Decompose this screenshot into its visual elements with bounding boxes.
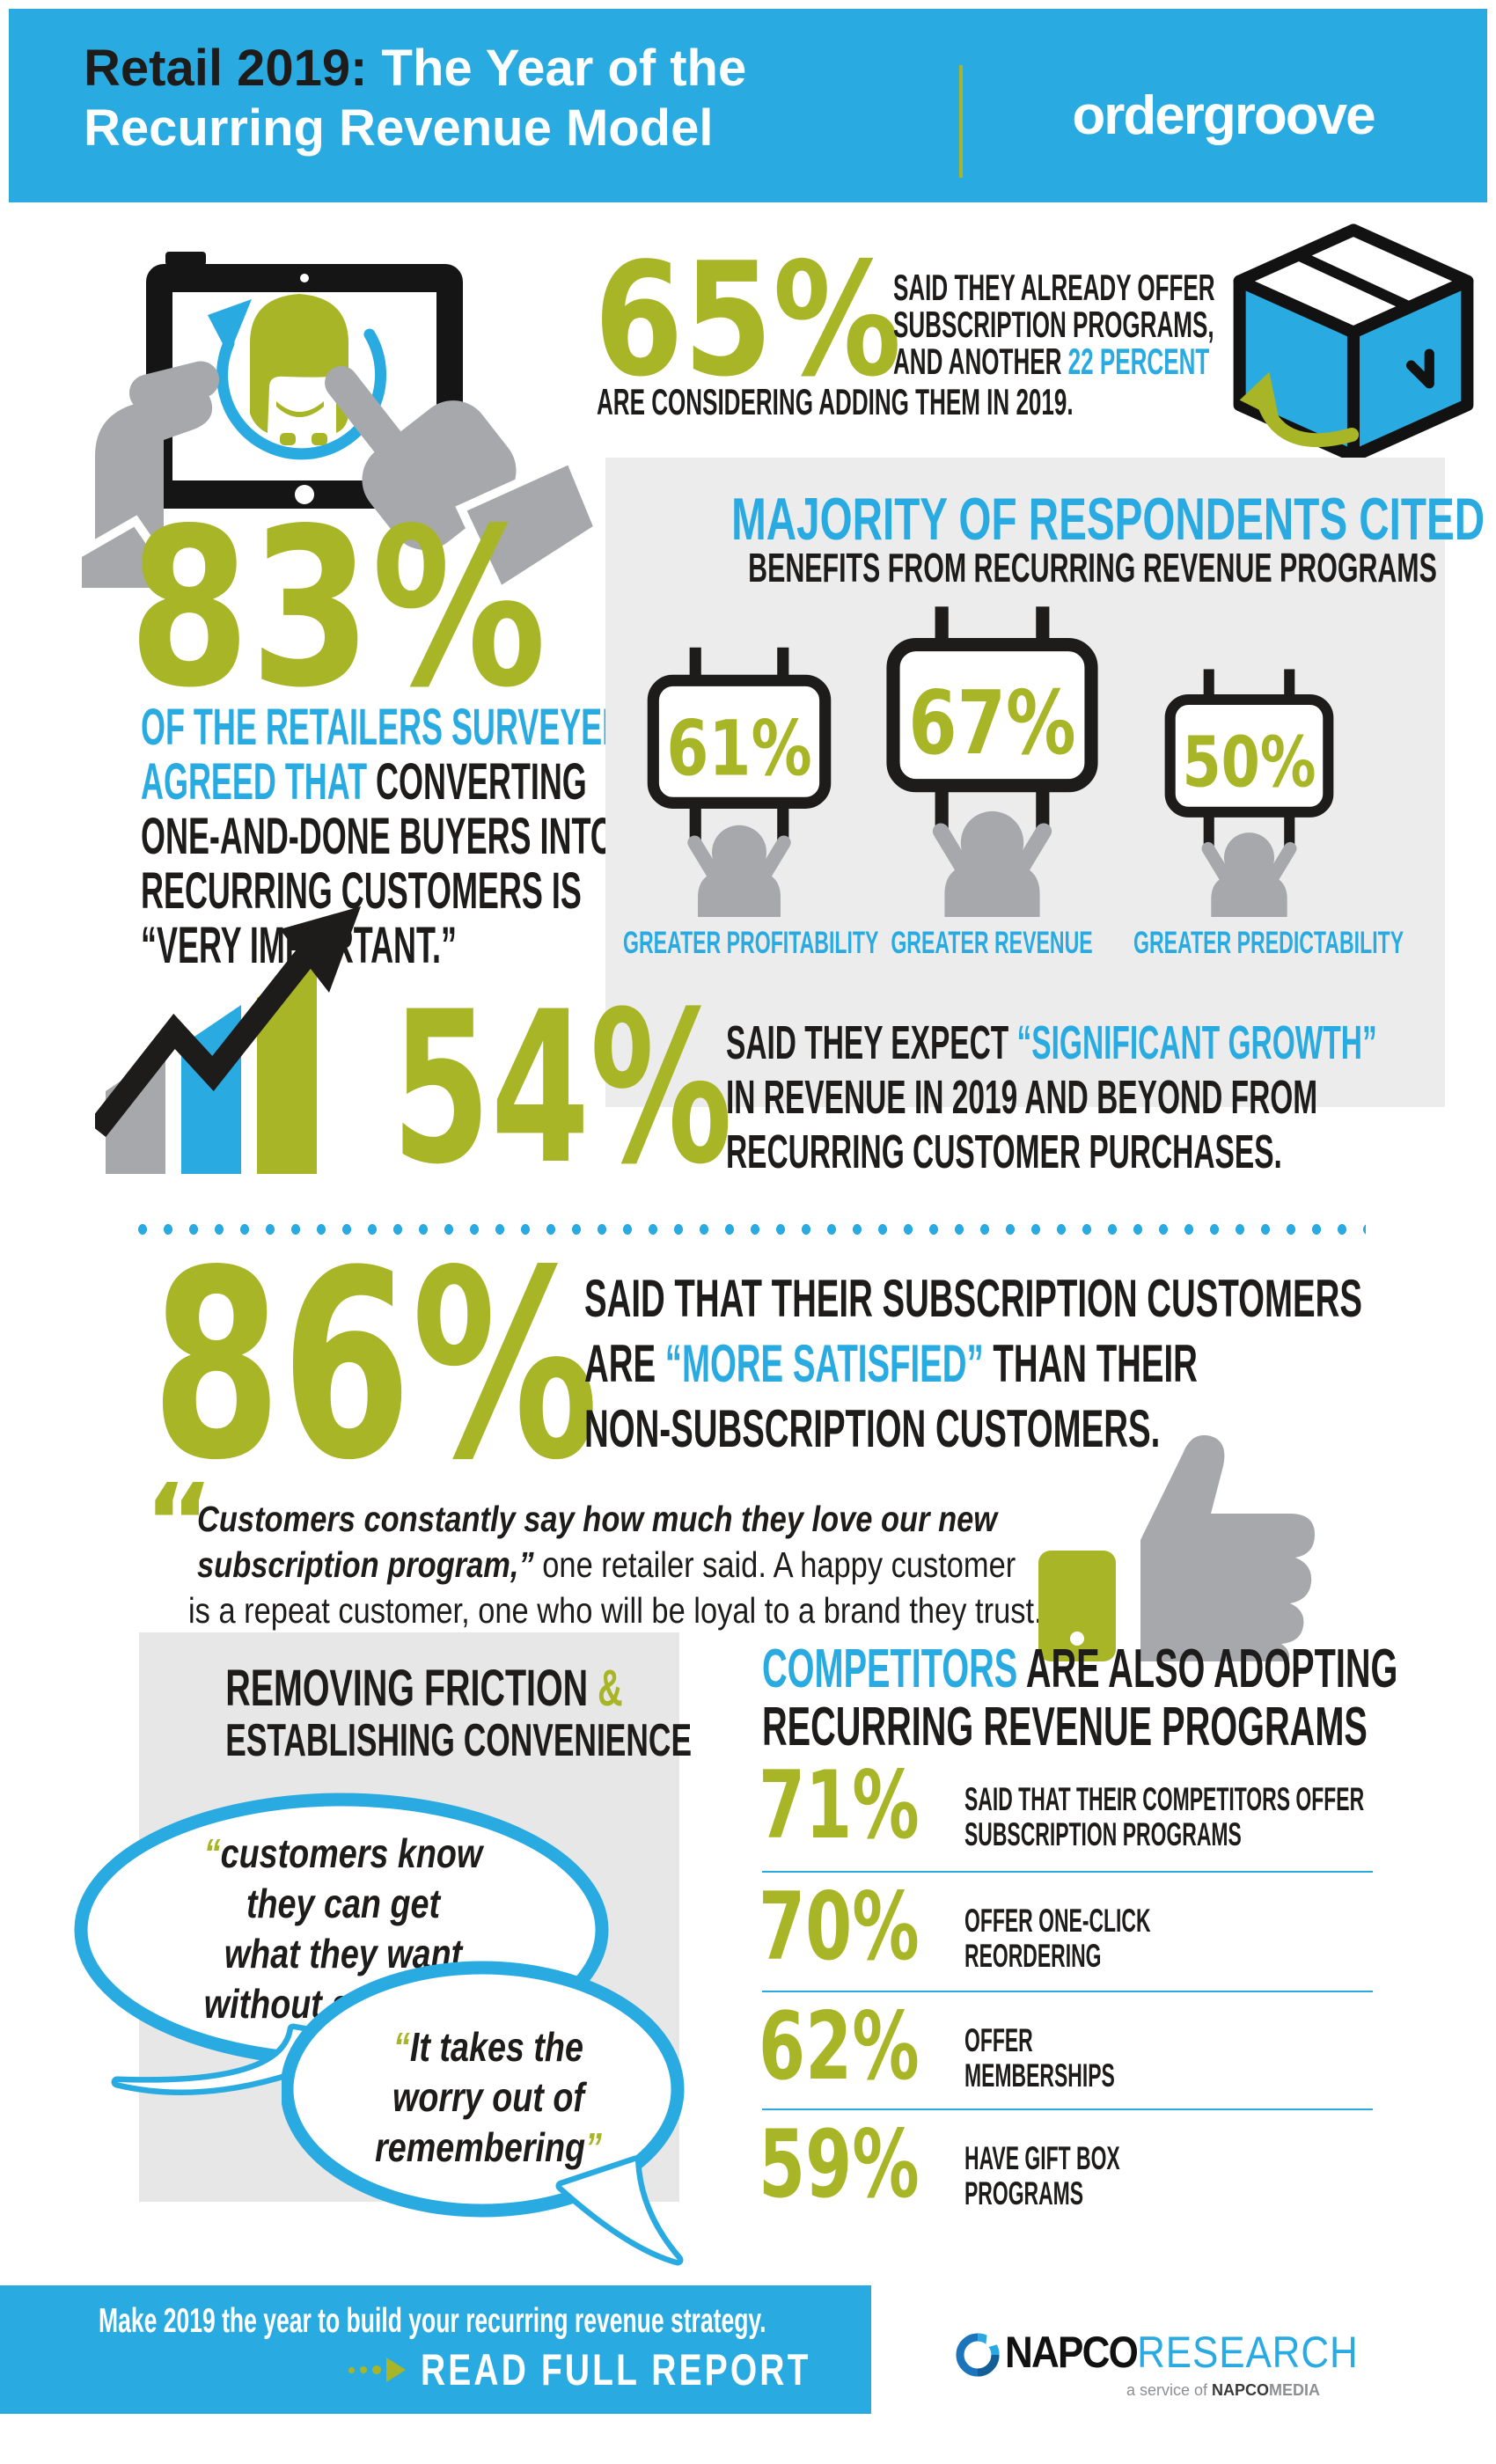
- subscription-box-icon: [1233, 224, 1474, 461]
- friction-heading-line1: REMOVING FRICTION &: [225, 1663, 622, 1714]
- brand-logo: ordergroove: [1072, 85, 1375, 146]
- stat-59-line1: HAVE GIFT BOX: [964, 2140, 1120, 2176]
- stat-62-line2: MEMBERSHIPS: [964, 2057, 1115, 2094]
- thumbs-up-icon: [1038, 1434, 1315, 1661]
- stat-71-line2: SUBSCRIPTION PROGRAMS: [964, 1816, 1242, 1852]
- page-title-line1: Retail 2019: The Year of the: [84, 39, 746, 99]
- quote-line1: Customers constantly say how much they l…: [197, 1499, 998, 1539]
- quote-line3: is a repeat customer, one who will be lo…: [188, 1590, 1043, 1631]
- footer-cta-band: [0, 2285, 871, 2414]
- stat-86-value: 86%: [151, 1214, 599, 1517]
- sign-value-61: 61%: [666, 705, 811, 793]
- stat-83-line1: OF THE RETAILERS SURVEYED: [141, 699, 626, 756]
- stat-divider-3: [762, 2108, 1373, 2110]
- napco-logo-icon: [956, 2330, 1000, 2377]
- stat-65-line1: SAID THEY ALREADY OFFER: [893, 267, 1215, 308]
- benefit-label-predictability: GREATER PREDICTABILITY: [1133, 926, 1404, 960]
- stat-83-line3: ONE-AND-DONE BUYERS INTO: [141, 808, 615, 865]
- stat-83-line4: RECURRING CUSTOMERS IS: [141, 862, 582, 920]
- person-sign-predictability: 50%: [1164, 669, 1334, 917]
- footer-cta-text: Make 2019 the year to build your recurri…: [99, 2302, 766, 2340]
- stat-83-line2-black: CONVERTING: [376, 753, 587, 810]
- napco-wordmark: NAPCORESEARCH: [1005, 2330, 1359, 2374]
- stat-70-line1: OFFER ONE-CLICK: [964, 1903, 1151, 1939]
- stat-divider-2: [762, 1991, 1373, 1992]
- stat-54-value: 54%: [392, 967, 733, 1211]
- title-prefix: Retail 2019:: [84, 40, 368, 97]
- service-media: MEDIA: [1269, 2381, 1320, 2399]
- stat-54-line1-blue: “SIGNIFICANT GROWTH”: [1016, 1016, 1377, 1069]
- person-sign-revenue: 67%: [886, 606, 1098, 917]
- stat-86-line2: ARE “MORE SATISFIED” THAN THEIR: [584, 1338, 1198, 1390]
- stat-54-line1: SAID THEY EXPECT “SIGNIFICANT GROWTH”: [726, 1019, 1377, 1067]
- page-title-line2: Recurring Revenue Model: [84, 99, 714, 157]
- stat-59-line2: PROGRAMS: [964, 2175, 1084, 2211]
- stat-54-line1-black: SAID THEY EXPECT: [726, 1016, 1017, 1069]
- title-suffix: The Year of the: [367, 40, 747, 97]
- stat-65-line3-blue: 22 PERCENT: [1067, 341, 1210, 382]
- stat-59-value: 59%: [759, 2110, 920, 2218]
- read-report-button[interactable]: READ FULL REPORT: [421, 2345, 811, 2394]
- stat-65-line3-black: AND ANOTHER: [893, 341, 1068, 382]
- friction-heading-black: REMOVING FRICTION: [225, 1660, 598, 1717]
- stat-83-value: 83%: [128, 482, 546, 736]
- stat-83-line2: AGREED THAT CONVERTING: [141, 757, 587, 808]
- person-sign-profitability: 61%: [647, 647, 832, 917]
- stat-86-line1: SAID THAT THEIR SUBSCRIPTION CUSTOMERS: [584, 1269, 1362, 1328]
- competitors-heading-blue: COMPETITORS: [762, 1639, 1018, 1699]
- benefits-heading-blue: MAJORITY OF RESPONDENTS CITED: [731, 486, 1485, 553]
- page-title: Retail 2019: The Year of the Recurring R…: [84, 39, 746, 158]
- stat-71-line1: SAID THAT THEIR COMPETITORS OFFER: [964, 1781, 1365, 1817]
- dotted-divider: [130, 1223, 1366, 1236]
- stat-62-value: 62%: [759, 1992, 920, 2101]
- sign-value-50: 50%: [1183, 721, 1316, 803]
- header-divider: [959, 65, 963, 178]
- stat-divider-1: [762, 1871, 1373, 1873]
- stat-65-line3: AND ANOTHER 22 PERCENT: [893, 343, 1209, 380]
- header-band: [9, 9, 1487, 202]
- competitors-heading-line2: RECURRING REVENUE PROGRAMS: [762, 1697, 1368, 1757]
- quote-line2: subscription program,” one retailer said…: [197, 1547, 1016, 1583]
- tablet-hands-illustration: [77, 252, 605, 592]
- napco-service-line: a service of NAPCOMEDIA: [1012, 2381, 1320, 2400]
- quote-mark: “: [144, 1463, 214, 1585]
- service-napco: NAPCO: [1211, 2381, 1269, 2399]
- stat-86-line2-blue: “MORE SATISFIED”: [664, 1334, 984, 1393]
- stat-70-line2: REORDERING: [964, 1938, 1102, 1974]
- stat-65-line2: SUBSCRIPTION PROGRAMS,: [893, 304, 1214, 345]
- napco-research: RESEARCH: [1137, 2328, 1359, 2377]
- sign-value-67: 67%: [908, 673, 1075, 774]
- stat-86-line2-pre: ARE: [584, 1334, 665, 1393]
- stat-65-value: 65%: [594, 229, 902, 411]
- stat-62-line1: OFFER: [964, 2022, 1033, 2058]
- benefit-label-profitability: GREATER PROFITABILITY: [623, 926, 879, 960]
- bubble2-text: “It takes the worry out of remembering”: [375, 2024, 602, 2171]
- competitors-heading-black: ARE ALSO ADOPTING: [1017, 1639, 1398, 1699]
- napco-bold: NAPCO: [1005, 2328, 1139, 2377]
- stat-65-line4: ARE CONSIDERING ADDING THEM IN 2019.: [597, 381, 1074, 422]
- friction-heading-amp: &: [598, 1660, 623, 1717]
- speech-bubble-2: [282, 1961, 685, 2266]
- quote-line2-reg: one retailer said. A happy customer: [533, 1544, 1016, 1585]
- friction-heading-line2: ESTABLISHING CONVENIENCE: [225, 1715, 693, 1766]
- service-pre: a service of: [1126, 2381, 1212, 2399]
- cta-arrow-icon: [348, 2357, 406, 2383]
- stat-54-line2: IN REVENUE IN 2019 AND BEYOND FROM: [726, 1071, 1318, 1124]
- stat-86-line2-post: THAN THEIR: [983, 1334, 1198, 1393]
- competitors-heading-line1: COMPETITORS ARE ALSO ADOPTING: [762, 1642, 1397, 1697]
- stat-54-line3: RECURRING CUSTOMER PURCHASES.: [726, 1126, 1282, 1178]
- stat-86-line3: NON-SUBSCRIPTION CUSTOMERS.: [584, 1399, 1161, 1458]
- stat-71-value: 71%: [759, 1751, 920, 1859]
- stat-70-value: 70%: [759, 1873, 920, 1981]
- benefits-heading-black: BENEFITS FROM RECURRING REVENUE PROGRAMS: [748, 545, 1437, 590]
- quote-line2-bold: subscription program,”: [197, 1544, 534, 1585]
- benefit-label-revenue: GREATER REVENUE: [891, 926, 1093, 960]
- growth-chart-icon: [95, 906, 361, 1174]
- stat-83-line2-blue: AGREED THAT: [141, 753, 377, 810]
